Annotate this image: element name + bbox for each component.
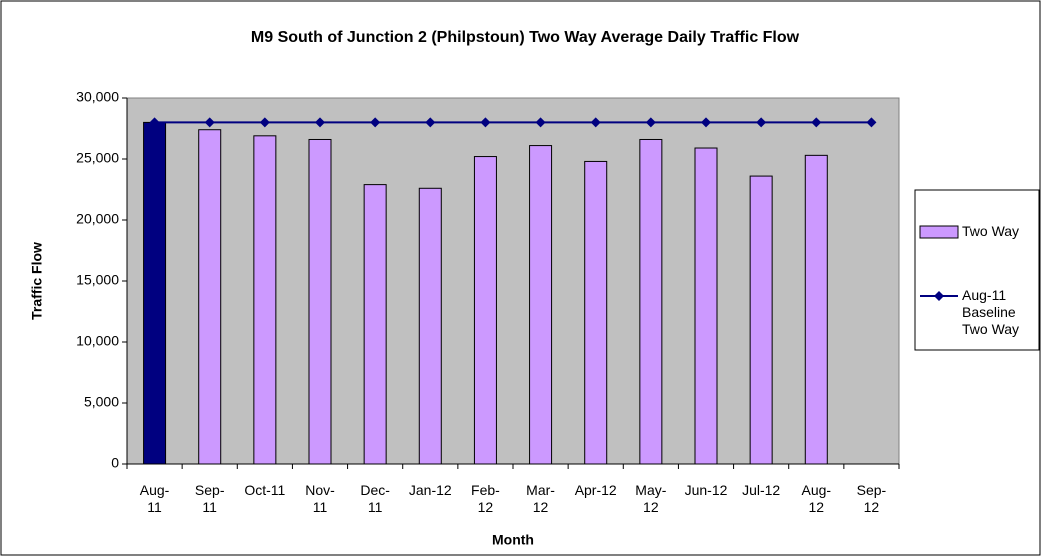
x-tick-label: May-12 bbox=[635, 482, 667, 515]
x-tick-label: Jan-12 bbox=[408, 482, 452, 498]
line-marker bbox=[866, 117, 877, 128]
y-tick-label: 0 bbox=[111, 455, 119, 471]
x-tick-label: Aug-12 bbox=[801, 482, 832, 515]
x-tick-label: Dec-11 bbox=[360, 482, 390, 515]
bar bbox=[198, 129, 222, 465]
x-tick-label: Sep-12 bbox=[856, 482, 887, 515]
line-marker bbox=[204, 117, 215, 128]
y-tick-label: 25,000 bbox=[76, 150, 119, 166]
y-tick-label: 20,000 bbox=[76, 211, 119, 227]
chart-title: M9 South of Junction 2 (Philpstoun) Two … bbox=[251, 29, 800, 46]
line-marker bbox=[701, 117, 711, 128]
bar bbox=[804, 154, 828, 465]
legend-label: Aug-11 Baseline Two Way bbox=[962, 287, 1020, 337]
line-marker bbox=[370, 117, 381, 128]
x-tick-label: Aug-11 bbox=[139, 482, 170, 515]
line-marker bbox=[645, 117, 656, 128]
line-marker bbox=[259, 117, 270, 128]
y-axis-title: Traffic Flow bbox=[29, 242, 45, 320]
bar bbox=[749, 175, 773, 465]
plot-area bbox=[126, 97, 900, 465]
bar bbox=[694, 147, 718, 465]
bar bbox=[363, 184, 387, 465]
line-marker bbox=[315, 117, 325, 128]
line-marker bbox=[590, 117, 601, 128]
line-marker bbox=[425, 117, 436, 128]
x-tick-label: Apr-12 bbox=[574, 482, 617, 498]
bar bbox=[584, 160, 608, 465]
x-tick-label: Mar-12 bbox=[526, 482, 555, 515]
x-axis-title: Month bbox=[492, 532, 534, 548]
legend-box bbox=[914, 189, 1040, 351]
bar bbox=[473, 156, 497, 465]
x-tick-label: Jul-12 bbox=[742, 482, 781, 498]
x-tick-label: Feb-12 bbox=[471, 482, 500, 515]
line-marker bbox=[149, 117, 160, 128]
y-tick-label: 5,000 bbox=[84, 394, 119, 410]
line-marker bbox=[811, 117, 822, 128]
line-marker bbox=[480, 117, 491, 128]
bar bbox=[639, 138, 663, 465]
line-marker bbox=[756, 117, 767, 128]
bar bbox=[418, 187, 442, 465]
y-tick-label: 15,000 bbox=[76, 272, 119, 288]
y-tick-label: 10,000 bbox=[76, 333, 119, 349]
line-marker bbox=[535, 117, 546, 128]
bar bbox=[253, 135, 277, 465]
bar bbox=[143, 121, 167, 465]
bar bbox=[529, 145, 553, 465]
legend-label: Two Way bbox=[962, 223, 1020, 239]
x-tick-label: Jun-12 bbox=[684, 482, 728, 498]
legend-marker bbox=[934, 291, 944, 301]
x-tick-label: Sep-11 bbox=[194, 482, 225, 515]
legend-swatch bbox=[919, 225, 959, 239]
bar bbox=[308, 138, 332, 465]
x-tick-label: Oct-11 bbox=[244, 482, 286, 498]
y-tick-label: 30,000 bbox=[76, 89, 119, 105]
x-tick-label: Nov-11 bbox=[305, 482, 335, 515]
